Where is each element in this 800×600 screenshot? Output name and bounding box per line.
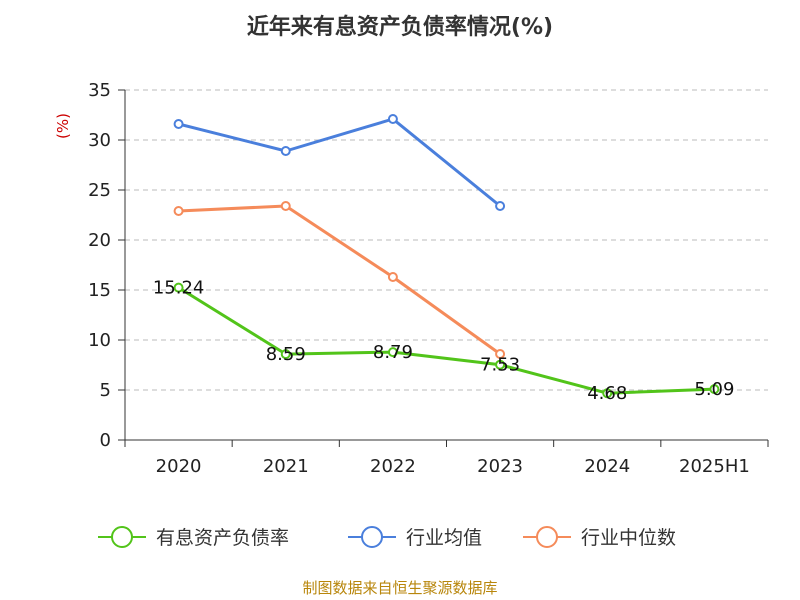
series-line	[178, 204, 501, 356]
y-tick-label: 15	[88, 280, 111, 301]
x-tick-label: 2021	[263, 456, 309, 477]
data-label: 8.79	[373, 342, 413, 363]
chart-title: 近年来有息资产负债率情况(%)	[247, 14, 553, 40]
data-point	[602, 388, 613, 399]
series-line	[177, 286, 715, 395]
legend-label: 行业中位数	[581, 527, 676, 549]
data-point	[387, 347, 398, 358]
data-point	[387, 272, 398, 282]
data-label: 7.53	[480, 355, 520, 376]
data-point	[173, 119, 184, 129]
x-tick-label: 2024	[584, 456, 630, 477]
x-tick-label: 2023	[477, 456, 523, 477]
legend-label: 行业均值	[406, 527, 482, 549]
x-tick-label: 2022	[370, 456, 416, 477]
legend-marker	[536, 526, 558, 548]
data-point	[173, 206, 184, 216]
series-line	[178, 117, 502, 208]
data-labels: 15.24 8.59 8.79 7.53 4.68 5.09	[153, 278, 735, 405]
data-point	[387, 114, 398, 124]
y-tick-label: 30	[88, 130, 111, 151]
y-tick-label: 5	[100, 380, 111, 401]
data-label: 8.59	[266, 344, 306, 365]
data-label: 4.68	[587, 383, 627, 404]
legend: 有息资产负债率 行业均值 行业中位数	[98, 526, 676, 549]
data-point	[280, 146, 291, 156]
y-tick-label: 35	[88, 80, 111, 101]
data-point	[495, 201, 506, 211]
y-tick-label: 0	[100, 430, 111, 451]
data-point	[280, 201, 291, 211]
data-point	[709, 384, 720, 395]
legend-label: 有息资产负债率	[156, 527, 289, 549]
y-axis-label: (%)	[54, 113, 72, 139]
y-tick-label: 25	[88, 180, 111, 201]
data-point	[280, 349, 291, 360]
data-point	[173, 282, 184, 293]
data-label: 5.09	[694, 379, 734, 400]
legend-item: 行业均值	[348, 526, 482, 549]
y-tick-label: 10	[88, 330, 111, 351]
x-tick-label: 2020	[156, 456, 202, 477]
legend-item: 行业中位数	[523, 526, 676, 549]
source-footer: 制图数据来自恒生聚源数据库	[302, 579, 497, 597]
data-label: 15.24	[153, 278, 205, 299]
axes: 0 5 10 15 20 25 30 35 2020 2021 2022 2023 2024 2025H1	[88, 80, 769, 477]
x-tick-label: 2025H1	[679, 456, 750, 477]
series	[173, 114, 720, 399]
legend-marker	[361, 526, 383, 548]
legend-marker	[111, 526, 133, 548]
y-tick-label: 20	[88, 230, 111, 251]
data-point	[495, 359, 506, 370]
data-point	[495, 349, 506, 359]
legend-item: 有息资产负债率	[98, 526, 289, 549]
